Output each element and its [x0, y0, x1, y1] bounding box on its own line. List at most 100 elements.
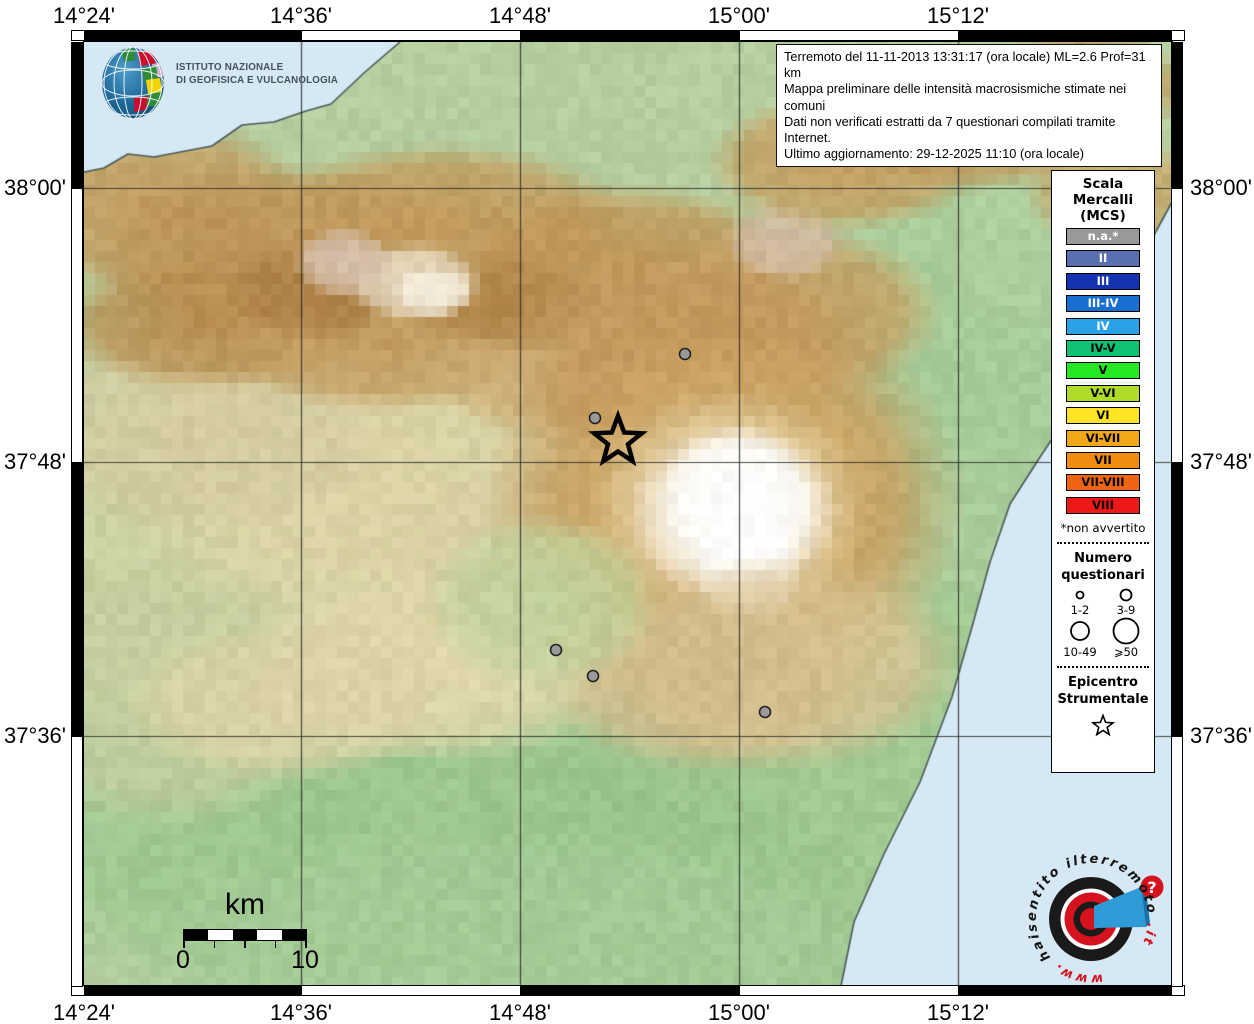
- scalebar-segment-2: [232, 930, 258, 940]
- mcs-chip-0: n.a.*: [1066, 228, 1140, 245]
- frame-corner-top-left: [71, 30, 85, 41]
- mcs-chip-1: II: [1066, 250, 1140, 268]
- frame-band-bottom-2: [520, 985, 740, 996]
- questionnaire-circle-icon-0: [1075, 590, 1085, 600]
- mcs-scale-chips: n.a.* II III III-IV IV IV-V V V-VI VI VI-VII VII VI…: [1066, 228, 1140, 519]
- mcs-chip-3: III-IV: [1066, 295, 1140, 313]
- legend-title-line1: Scala: [1082, 176, 1124, 192]
- scalebar-tick-0: [183, 941, 185, 948]
- event-info-line2: Mappa preliminare delle intensità macros…: [784, 81, 1127, 113]
- lon-label-bottom-0: 14°24': [53, 1000, 115, 1024]
- frame-band-top-2: [520, 30, 740, 41]
- frame-corner-top-right: [1171, 30, 1185, 41]
- event-info-line4: Ultimo aggiornamento: 29-12-2025 11:10 (…: [784, 146, 1084, 162]
- frame-band-top-0: [84, 30, 302, 41]
- questionnaire-count-title: Numero questionari: [1061, 550, 1145, 584]
- mcs-chip-5: IV-V: [1066, 339, 1140, 357]
- lon-label-top-0: 14°24': [53, 3, 115, 28]
- scalebar-segment-1: [208, 930, 233, 940]
- ingv-globe-logo: [102, 47, 164, 119]
- scalebar-tick-1: [213, 941, 215, 948]
- lat-label-left-1: 37°48': [4, 449, 66, 474]
- scalebar-tick-3: [274, 941, 276, 948]
- legend-title-line2: Mercalli: [1072, 192, 1134, 208]
- lon-label-top-2: 14°48': [489, 3, 551, 28]
- lon-label-top-1: 14°36': [270, 3, 332, 28]
- scalebar-segment-3: [257, 930, 282, 940]
- scalebar-end-label: 10: [291, 946, 319, 974]
- frame-band-right-2: [1171, 462, 1183, 737]
- lat-label-right-1: 37°48': [1190, 449, 1252, 474]
- questionnaire-title-line2: questionari: [1061, 568, 1145, 584]
- questionnaire-size-label-3: ⩾50: [1113, 645, 1139, 660]
- legend-divider-2: [1057, 666, 1149, 669]
- lat-label-right-2: 37°36': [1190, 723, 1252, 748]
- mcs-chip-7: V-VI: [1066, 384, 1140, 402]
- lon-label-bottom-4: 15°12': [927, 1000, 989, 1024]
- ingv-logo-line2: DI GEOFISICA E VULCANOLOGIA: [176, 74, 338, 86]
- terrain-map-canvas: [84, 42, 1172, 986]
- questionnaire-size-label-1: 3-9: [1116, 603, 1136, 618]
- scalebar-segment-4: [281, 930, 306, 940]
- lon-label-bottom-1: 14°36': [270, 1000, 332, 1024]
- questionnaire-size-item-2: 10-49: [1063, 617, 1097, 660]
- epicenter-legend-star-icon: [1090, 713, 1116, 737]
- event-info-line1: Terremoto del 11-11-2013 13:31:17 (ora l…: [784, 49, 1146, 81]
- questionnaire-circle-icon-3: [1112, 617, 1140, 645]
- frame-band-bottom-4: [958, 985, 1173, 996]
- questionnaire-size-label-2: 10-49: [1063, 645, 1097, 660]
- star-icon: [1090, 713, 1116, 737]
- legend-footnote: *non avvertito: [1060, 521, 1146, 536]
- ingv-logo-line1: ISTITUTO NAZIONALE: [176, 61, 284, 73]
- scalebar-start-label: 0: [176, 946, 190, 974]
- globe-graticule: [102, 47, 164, 119]
- frame-band-right-3: [1171, 736, 1183, 987]
- scalebar-tick-2: [244, 941, 246, 948]
- frame-band-left-0: [71, 42, 83, 189]
- lat-label-left-0: 38°00': [4, 175, 66, 200]
- frame-band-bottom-0: [84, 985, 302, 996]
- legend-divider-1: [1057, 542, 1149, 545]
- mcs-chip-4: IV: [1066, 317, 1140, 335]
- lon-label-bottom-2: 14°48': [489, 1000, 551, 1024]
- lat-label-right-0: 38°00': [1190, 175, 1252, 200]
- frame-band-bottom-3: [739, 985, 959, 996]
- frame-band-left-3: [71, 736, 83, 987]
- epicenter-title-line1: Epicentro: [1068, 675, 1138, 691]
- scalebar-tick-4: [305, 941, 307, 948]
- legend-title-line3: (MCS): [1080, 208, 1126, 224]
- questionnaire-size-key: 1-2 3-9 10-49 ⩾50: [1057, 587, 1149, 659]
- frame-band-left-1: [71, 188, 83, 463]
- questionnaire-size-item-3: ⩾50: [1111, 617, 1141, 659]
- mcs-chip-8: VI: [1066, 407, 1140, 425]
- scalebar-unit-label: km: [225, 888, 265, 921]
- lon-label-top-3: 15°00': [708, 3, 770, 28]
- scalebar-segment-0: [184, 930, 209, 940]
- questionnaire-size-item-0: 1-2: [1065, 587, 1095, 617]
- ingv-logo-text: ISTITUTO NAZIONALE DI GEOFISICA E VULCAN…: [176, 61, 338, 87]
- scalebar: [183, 929, 307, 941]
- questionnaire-circle-icon-2: [1070, 621, 1090, 641]
- event-info-box: Terremoto del 11-11-2013 13:31:17 (ora l…: [776, 44, 1162, 168]
- questionnaire-circle-icon-1: [1119, 588, 1133, 602]
- frame-band-bottom-1: [301, 985, 521, 996]
- legend-panel: Scala Mercalli (MCS) n.a.* II III III-IV IV I…: [1051, 170, 1155, 773]
- lon-label-bottom-3: 15°00': [708, 1000, 770, 1024]
- frame-band-top-3: [739, 30, 959, 41]
- mcs-chip-6: V: [1066, 362, 1140, 380]
- frame-band-right-0: [1171, 42, 1183, 189]
- frame-band-top-1: [301, 30, 521, 41]
- epicenter-legend-title: Epicentro Strumentale: [1057, 674, 1148, 708]
- mcs-chip-9: VI-VII: [1066, 429, 1140, 447]
- frame-band-left-2: [71, 462, 83, 737]
- questionnaire-size-label-0: 1-2: [1070, 603, 1090, 618]
- legend-title: Scala Mercalli (MCS): [1073, 176, 1133, 224]
- frame-band-top-4: [958, 30, 1173, 41]
- mcs-chip-12: VIII: [1066, 496, 1140, 514]
- questionnaire-title-line1: Numero: [1074, 551, 1132, 567]
- frame-band-right-1: [1171, 188, 1183, 463]
- event-info-line3: Dati non verificati estratti da 7 questi…: [784, 113, 1116, 146]
- mcs-chip-10: VII: [1066, 451, 1140, 469]
- mcs-chip-2: III: [1066, 272, 1140, 290]
